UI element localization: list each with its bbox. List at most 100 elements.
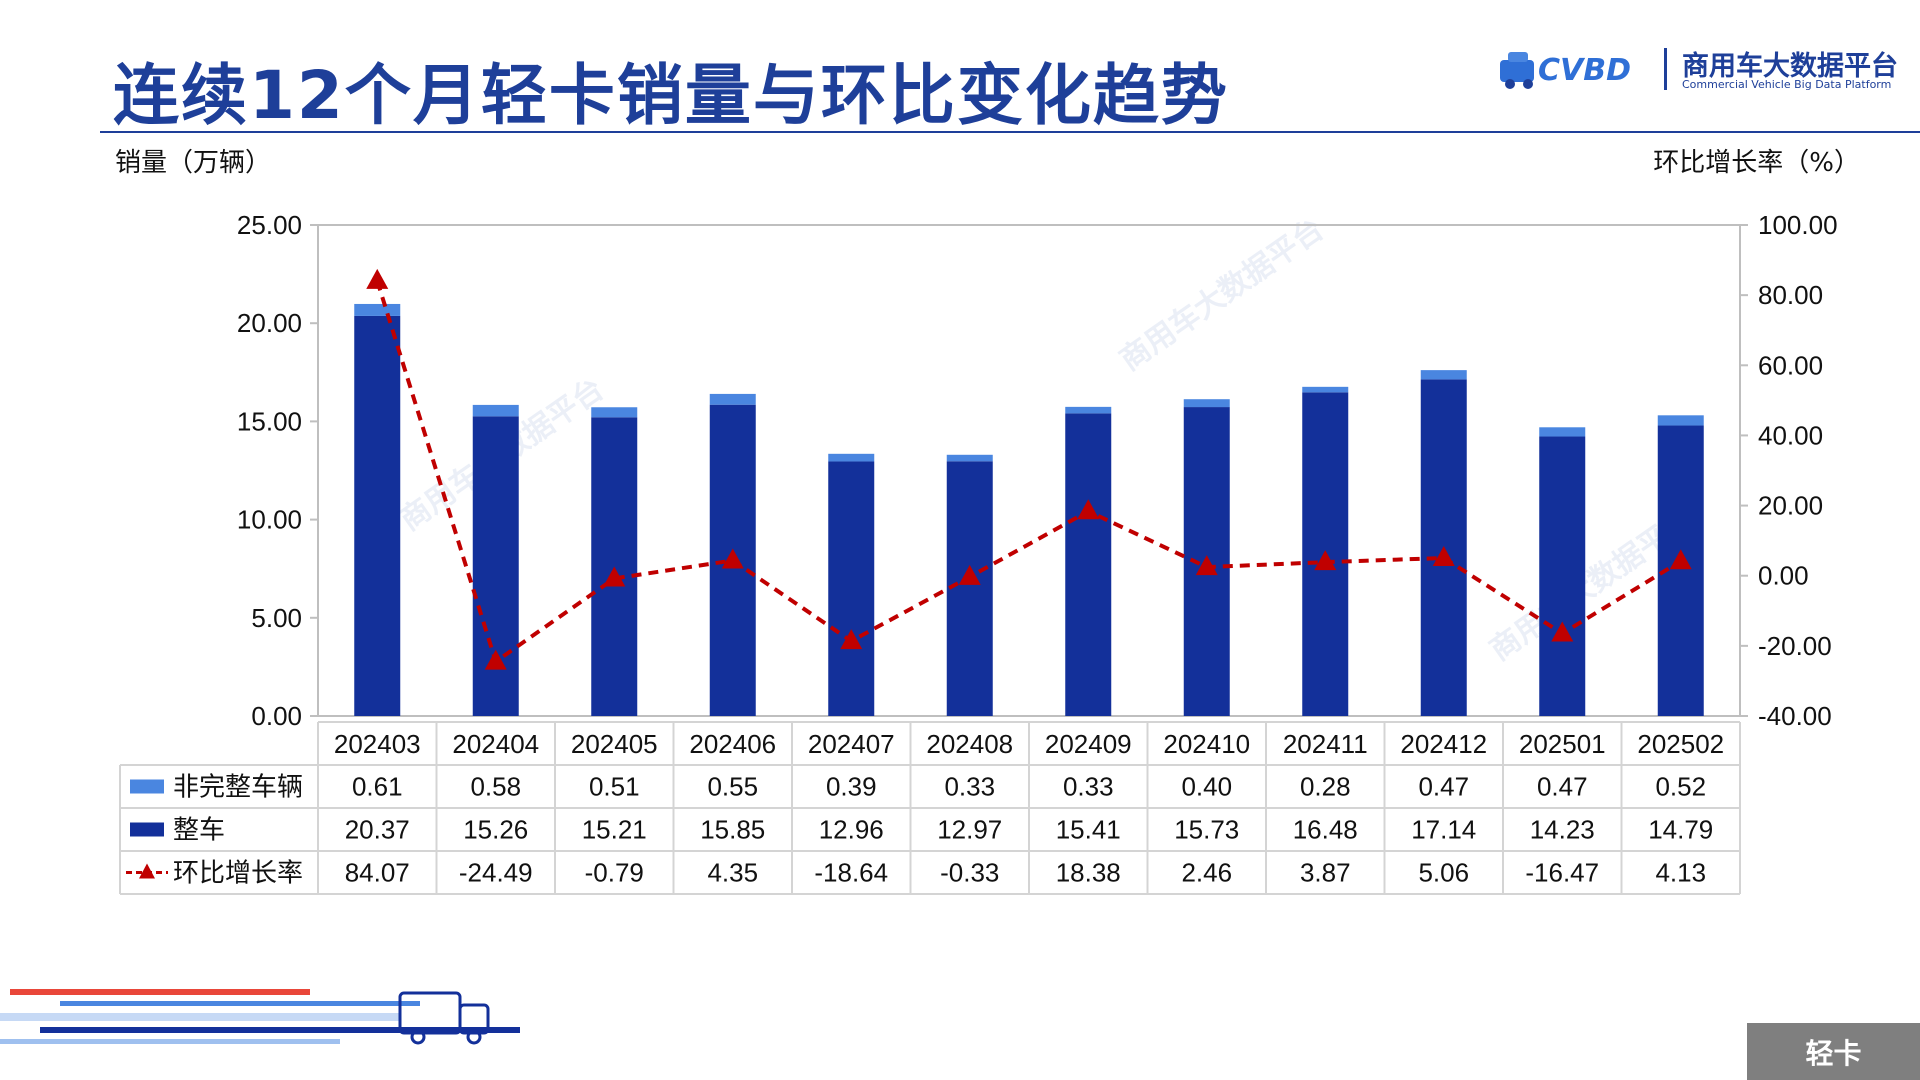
- legend-swatch: [130, 779, 164, 794]
- x-tick-label: 202404: [452, 729, 539, 759]
- x-tick-label: 202406: [689, 729, 776, 759]
- data-label: 84.07: [345, 858, 410, 888]
- data-label: 4.13: [1655, 858, 1706, 888]
- legend-swatch: [139, 863, 155, 879]
- category-tag: 轻卡: [1747, 1023, 1920, 1080]
- data-label: 15.85: [700, 815, 765, 845]
- bar-incomplete-vehicle: [946, 454, 993, 462]
- bar-incomplete-vehicle: [1657, 415, 1704, 426]
- x-tick-label: 202411: [1283, 729, 1368, 759]
- data-label: 16.48: [1293, 815, 1358, 845]
- legend-label: 整车: [173, 816, 225, 846]
- growth-rate-point: [1077, 499, 1100, 520]
- data-label: 0.47: [1537, 772, 1588, 802]
- growth-rate-point: [721, 548, 744, 569]
- title-divider: [100, 131, 1920, 133]
- bar-complete-vehicle: [1065, 413, 1112, 716]
- x-tick-label: 202405: [571, 729, 658, 759]
- left-tick-label: 10.00: [237, 505, 302, 535]
- data-label: 0.52: [1655, 772, 1706, 802]
- x-tick-label: 202407: [808, 729, 895, 759]
- left-axis-title: 销量（万辆）: [115, 148, 272, 178]
- data-label: 0.58: [470, 772, 521, 802]
- logo-chinese-name: 商用车大数据平台: [1682, 51, 1898, 82]
- bar-incomplete-vehicle: [1183, 399, 1230, 408]
- left-tick-label: 5.00: [251, 603, 302, 633]
- data-label: 0.33: [1063, 772, 1114, 802]
- growth-rate-point: [958, 564, 981, 585]
- right-tick-label: -20.00: [1758, 631, 1832, 661]
- right-axis-title: 环比增长率（%）: [1653, 148, 1860, 178]
- bar-complete-vehicle: [472, 416, 519, 716]
- data-label: 15.41: [1056, 815, 1121, 845]
- growth-rate-line: [375, 280, 1682, 665]
- data-label: 14.79: [1648, 815, 1713, 845]
- cvbd-logo-icon: CVBD: [1500, 52, 1631, 89]
- legend-label: 非完整车辆: [173, 773, 303, 803]
- left-tick-label: 20.00: [237, 308, 302, 338]
- bar-complete-vehicle: [354, 315, 401, 716]
- growth-rate-point: [1195, 555, 1218, 576]
- data-label: 5.06: [1418, 858, 1469, 888]
- data-label: 0.51: [589, 772, 640, 802]
- data-label: 15.73: [1174, 815, 1239, 845]
- growth-rate-point: [484, 649, 507, 670]
- right-tick-label: 0.00: [1758, 561, 1809, 591]
- data-label: 15.21: [582, 815, 647, 845]
- bar-incomplete-vehicle: [1302, 386, 1349, 393]
- legend-swatch: [130, 822, 164, 837]
- growth-rate-point: [366, 268, 389, 289]
- bar-complete-vehicle: [946, 461, 993, 716]
- right-tick-label: 20.00: [1758, 491, 1823, 521]
- growth-rate-point: [1314, 550, 1337, 571]
- right-tick-label: -40.00: [1758, 701, 1832, 731]
- data-label: 0.39: [826, 772, 877, 802]
- growth-rate-point: [1669, 549, 1692, 570]
- bar-incomplete-vehicle: [354, 303, 401, 316]
- left-tick-label: 25.00: [237, 210, 302, 240]
- growth-rate-point: [840, 629, 863, 650]
- data-label: -0.33: [940, 858, 999, 888]
- data-label: 0.61: [352, 772, 403, 802]
- x-tick-label: 202410: [1163, 729, 1250, 759]
- bar-incomplete-vehicle: [1065, 406, 1112, 414]
- data-label: 4.35: [707, 858, 758, 888]
- right-tick-label: 40.00: [1758, 420, 1823, 450]
- x-tick-label: 202409: [1045, 729, 1132, 759]
- page-title: 连续12个月轻卡销量与环比变化趋势: [113, 57, 1229, 134]
- growth-rate-point: [1551, 621, 1574, 642]
- data-label: 12.97: [937, 815, 1002, 845]
- x-tick-label: 202403: [334, 729, 421, 759]
- logo-mark-text: CVBD: [1538, 53, 1631, 88]
- growth-rate-point: [603, 566, 626, 587]
- right-tick-label: 60.00: [1758, 350, 1823, 380]
- data-label: 2.46: [1181, 858, 1232, 888]
- data-label: -0.79: [585, 858, 644, 888]
- bar-incomplete-vehicle: [709, 393, 756, 405]
- data-label: 0.40: [1181, 772, 1232, 802]
- data-label: -18.64: [814, 858, 888, 888]
- data-label: 15.26: [463, 815, 528, 845]
- brand-logo: CVBD 商用车大数据平台 Commercial Vehicle Big Dat…: [1498, 44, 1918, 94]
- data-label: 18.38: [1056, 858, 1121, 888]
- right-tick-label: 80.00: [1758, 280, 1823, 310]
- x-tick-label: 202412: [1400, 729, 1487, 759]
- left-tick-label: 0.00: [251, 701, 302, 731]
- bar-incomplete-vehicle: [828, 453, 875, 462]
- data-label: 12.96: [819, 815, 884, 845]
- data-label: -16.47: [1525, 858, 1599, 888]
- x-tick-label: 202408: [926, 729, 1013, 759]
- data-label: 20.37: [345, 815, 410, 845]
- left-tick-label: 15.00: [237, 406, 302, 436]
- bar-incomplete-vehicle: [472, 404, 519, 417]
- data-label: 14.23: [1530, 815, 1595, 845]
- data-label: 17.14: [1411, 815, 1476, 845]
- data-label: 0.47: [1418, 772, 1469, 802]
- x-tick-label: 202501: [1519, 729, 1606, 759]
- bar-complete-vehicle: [828, 461, 875, 716]
- truck-decoration-icon: [0, 989, 520, 1045]
- bar-incomplete-vehicle: [1420, 370, 1467, 380]
- growth-rate-point: [1432, 545, 1455, 566]
- data-label: 0.33: [944, 772, 995, 802]
